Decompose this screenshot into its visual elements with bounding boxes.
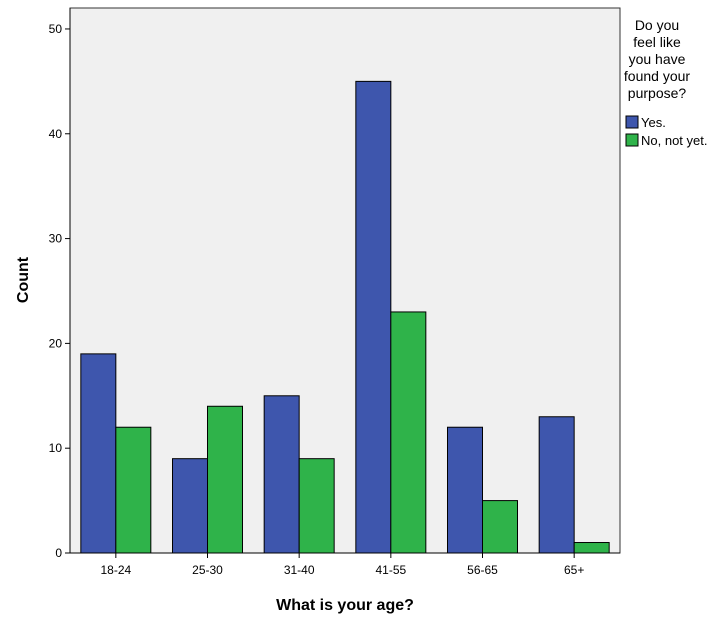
bar-yes-25-30 <box>172 458 208 554</box>
x-tick-label: 25-30 <box>192 563 223 577</box>
bar-yes-31-40 <box>263 395 300 554</box>
plot-area <box>69 7 621 554</box>
x-axis-ticks: 18-24 25-30 31-40 41-55 56-65 65+ <box>100 553 584 577</box>
y-tick-label: 10 <box>49 441 63 455</box>
y-tick-label: 40 <box>49 127 63 141</box>
bar-yes-65+ <box>538 416 575 554</box>
legend-title-line: you have <box>629 51 686 67</box>
legend-swatch-no-not-yet <box>625 133 639 147</box>
x-tick-label: 65+ <box>564 563 584 577</box>
x-tick-label: 18-24 <box>100 563 131 577</box>
bar-yes-41-55 <box>355 80 392 554</box>
y-axis-title: Count <box>15 256 32 303</box>
bar-no-not-yet-18-24 <box>115 426 152 554</box>
bar-no-not-yet-41-55 <box>390 311 427 554</box>
legend-title-line: feel like <box>633 34 681 50</box>
legend-label-yes: Yes. <box>641 115 666 130</box>
y-tick-label: 0 <box>55 546 62 560</box>
y-tick-label: 20 <box>49 336 63 350</box>
y-axis-ticks: 0 10 20 30 40 50 <box>49 22 70 560</box>
bars-layer <box>80 80 610 554</box>
bar-no-not-yet-31-40 <box>298 458 335 554</box>
bar-no-not-yet-65+ <box>573 542 610 554</box>
legend-title-line: purpose? <box>628 85 687 101</box>
x-tick-label: 31-40 <box>284 563 315 577</box>
legend-title-line: found your <box>624 68 690 84</box>
y-tick-label: 50 <box>49 22 63 36</box>
bar-no-not-yet-25-30 <box>207 405 243 554</box>
bar-yes-56-65 <box>447 426 483 554</box>
x-tick-label: 41-55 <box>375 563 406 577</box>
x-tick-label: 56-65 <box>467 563 498 577</box>
bar-yes-18-24 <box>80 353 117 554</box>
legend-label-no-not-yet: No, not yet. <box>641 133 707 148</box>
bar-no-not-yet-56-65 <box>482 500 518 554</box>
legend-swatch-yes <box>625 115 639 129</box>
y-tick-label: 30 <box>49 232 63 246</box>
x-axis-title: What is your age? <box>276 597 414 614</box>
legend-title-line: Do you <box>635 17 679 33</box>
